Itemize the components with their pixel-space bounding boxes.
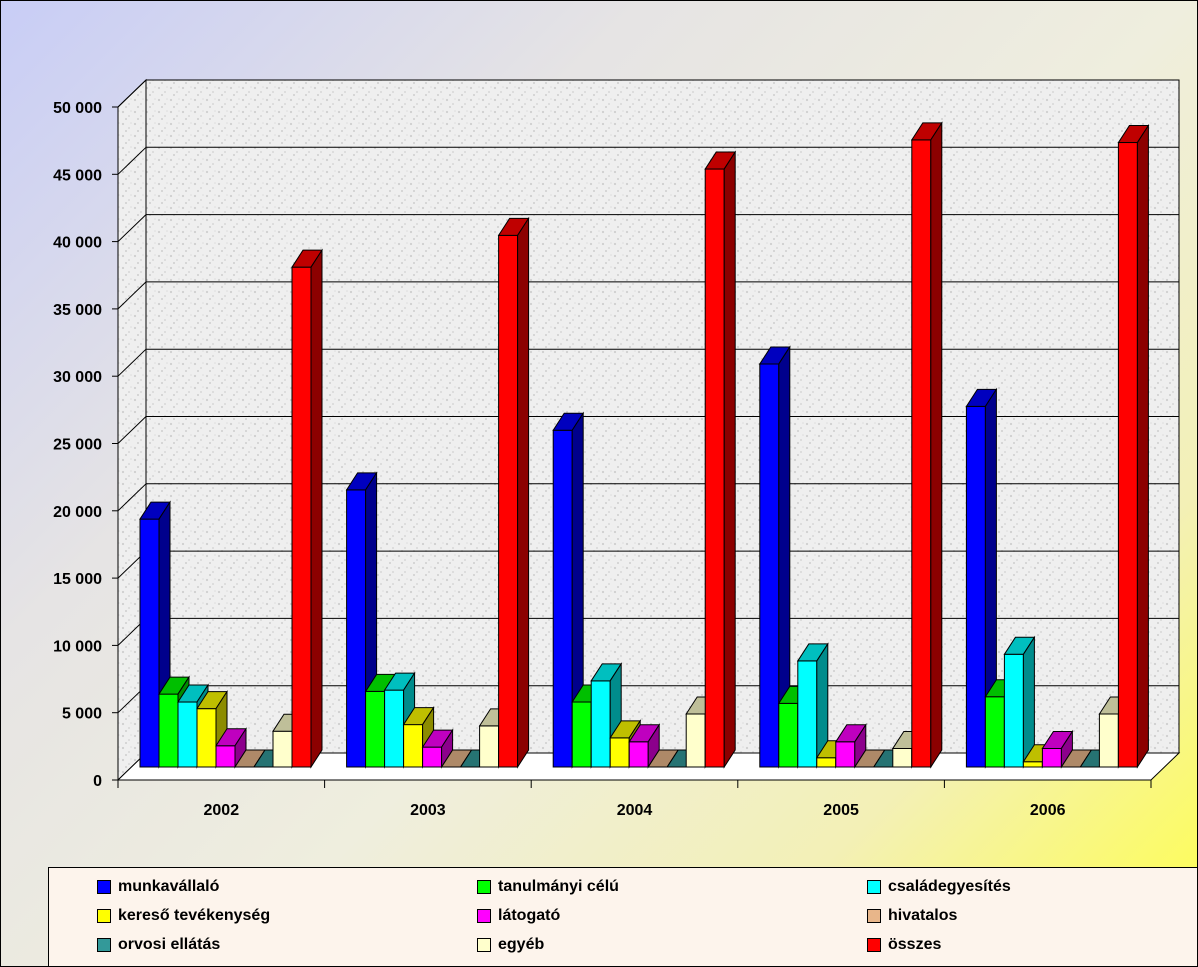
legend-item: tanulmányi célú bbox=[477, 878, 619, 896]
y-tick-label: 45 000 bbox=[53, 167, 102, 184]
bar bbox=[911, 139, 932, 768]
y-tick-label: 40 000 bbox=[53, 235, 102, 252]
legend-label: összes bbox=[888, 936, 942, 953]
legend-label: munkavállaló bbox=[118, 878, 220, 895]
y-tick-label: 20 000 bbox=[53, 504, 102, 521]
gridline-side bbox=[117, 483, 147, 512]
bar bbox=[196, 708, 217, 768]
legend-item: egyéb bbox=[477, 936, 544, 954]
bar bbox=[272, 730, 293, 768]
bar-side bbox=[723, 150, 736, 769]
y-tick-label: 15 000 bbox=[53, 571, 102, 588]
gridline-side bbox=[117, 146, 147, 175]
legend-swatch bbox=[97, 880, 111, 894]
chart-legend: munkavállaló tanulmányi célú családegyesít… bbox=[48, 867, 1197, 966]
bar-side bbox=[1136, 123, 1149, 769]
y-tick-label: 25 000 bbox=[53, 437, 102, 454]
gridline-side bbox=[117, 214, 147, 242]
bar bbox=[984, 696, 1005, 768]
x-tick-label: 2003 bbox=[410, 802, 446, 819]
y-tick-label: 10 000 bbox=[53, 638, 102, 655]
y-tick-label: 5 000 bbox=[62, 706, 102, 723]
bar bbox=[1117, 142, 1138, 768]
bar bbox=[571, 701, 592, 768]
bar bbox=[609, 737, 630, 768]
gridline-side bbox=[117, 79, 147, 108]
legend-label: orvosi ellátás bbox=[118, 936, 221, 953]
legend-label: kereső tevékenység bbox=[118, 907, 271, 924]
bar bbox=[685, 713, 706, 768]
bar bbox=[139, 518, 160, 768]
legend-swatch bbox=[867, 909, 881, 923]
bar bbox=[892, 747, 913, 768]
legend-swatch bbox=[97, 909, 111, 923]
bar-side bbox=[930, 121, 943, 769]
gridline-side bbox=[117, 281, 147, 310]
legend-label: tanulmányi célú bbox=[498, 878, 619, 895]
bar bbox=[479, 725, 500, 768]
x-tick-label: 2006 bbox=[1030, 802, 1066, 819]
bar bbox=[628, 741, 649, 768]
bar bbox=[1003, 653, 1024, 768]
bar bbox=[365, 690, 386, 768]
bar bbox=[291, 266, 312, 768]
legend-item: kereső tevékenység bbox=[97, 907, 270, 925]
y-tick-label: 0 bbox=[93, 773, 102, 790]
legend-swatch bbox=[97, 938, 111, 952]
bar bbox=[797, 660, 818, 768]
bar bbox=[158, 693, 179, 768]
bar bbox=[778, 702, 799, 768]
bar bbox=[1041, 747, 1062, 768]
legend-item: látogató bbox=[477, 907, 560, 925]
bar bbox=[759, 363, 780, 768]
legend-swatch bbox=[477, 938, 491, 952]
bar bbox=[384, 689, 405, 768]
bar bbox=[552, 429, 573, 768]
bar bbox=[704, 168, 725, 768]
legend-swatch bbox=[867, 938, 881, 952]
legend-swatch bbox=[867, 880, 881, 894]
gridline-side bbox=[117, 416, 147, 444]
legend-item: összes bbox=[867, 936, 941, 954]
legend-label: látogató bbox=[498, 907, 561, 924]
bar bbox=[835, 741, 856, 768]
bar-chart-3d: 0 5 000 10 000 15 000 20 000 25 000 30 000 35 0… bbox=[53, 78, 1181, 819]
bar bbox=[403, 724, 424, 768]
bar bbox=[177, 701, 198, 768]
gridline-side bbox=[117, 348, 147, 377]
x-tick-label: 2002 bbox=[204, 802, 240, 819]
bar bbox=[422, 746, 443, 768]
bar bbox=[590, 680, 611, 768]
bar bbox=[215, 745, 236, 768]
bar bbox=[346, 489, 367, 768]
legend-item: hivatalos bbox=[867, 907, 957, 925]
y-tick-label: 50 000 bbox=[53, 100, 102, 117]
bar-side bbox=[517, 216, 530, 769]
legend-label: egyéb bbox=[498, 936, 545, 953]
y-tick-label: 35 000 bbox=[53, 302, 102, 319]
bar bbox=[816, 757, 837, 768]
bar bbox=[965, 405, 986, 768]
legend-item: munkavállaló bbox=[97, 878, 219, 896]
legend-label: hivatalos bbox=[888, 907, 958, 924]
x-tick-label: 2005 bbox=[823, 802, 859, 819]
bar bbox=[1022, 761, 1043, 768]
legend-swatch bbox=[477, 909, 491, 923]
legend-label: családegyesítés bbox=[888, 878, 1011, 895]
legend-item: orvosi ellátás bbox=[97, 936, 220, 954]
legend-item: családegyesítés bbox=[867, 878, 1011, 896]
bar bbox=[1098, 713, 1119, 768]
bar-side bbox=[310, 248, 323, 769]
y-tick-label: 30 000 bbox=[53, 369, 102, 386]
legend-swatch bbox=[477, 880, 491, 894]
bar bbox=[498, 234, 519, 768]
x-tick-label: 2004 bbox=[617, 802, 653, 819]
